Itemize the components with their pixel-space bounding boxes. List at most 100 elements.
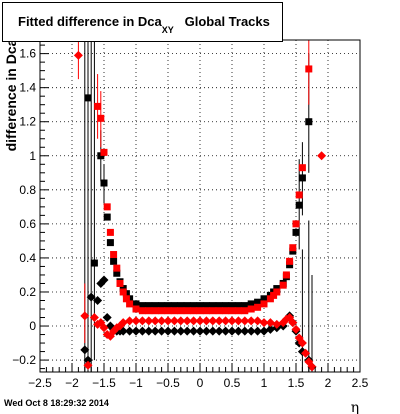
data-point-square [113,264,121,272]
data-point-square [132,300,140,308]
data-point-square [222,307,230,315]
y-tick-label: −0.2 [12,353,36,367]
data-point-square [247,305,255,313]
timestamp-footer: Wed Oct 8 18:29:32 2014 [4,398,109,408]
y-tick-label: 1.2 [19,115,36,129]
chart-title-suffix: Global Tracks [184,14,270,29]
data-point-diamond [131,326,141,336]
data-point-diamond [221,326,231,336]
data-point-square [228,307,236,315]
data-point-diamond [83,355,93,365]
data-point-square [164,307,172,315]
data-point-diamond [214,316,224,326]
data-markers [73,50,327,372]
data-point-square [158,307,166,315]
y-tick-label: 0.6 [19,217,36,231]
data-point-square [254,298,262,306]
data-point-diamond [157,316,167,326]
axis-ticks [39,44,361,372]
y-tick-label: 0.4 [19,251,36,265]
data-point-diamond [201,326,211,336]
data-point-square [228,302,236,310]
data-point-square [209,307,217,315]
data-point-diamond [125,316,135,326]
data-point-square [202,307,210,315]
data-point-diamond [301,348,311,358]
data-point-square [298,174,306,182]
data-point-square [260,300,268,308]
x-tick-label: −2 [65,376,79,390]
data-point-square [170,302,178,310]
data-point-square [196,307,204,315]
data-point-square [94,102,102,110]
data-point-diamond [163,326,173,336]
x-axis-label: η [351,400,359,414]
data-point-diamond [259,318,269,328]
data-point-diamond [89,313,99,323]
data-point-diamond [99,275,109,285]
data-point-diamond [99,323,109,333]
data-point-square [183,302,191,310]
y-tick-label: 1.6 [19,47,36,61]
tick-labels: −2.5 −2 −1.5 −1 −0.5 0 0.5 1 1.5 2 2.5 −0.2 0 0.2 0.4 0… [12,47,368,390]
data-point-square [138,302,146,310]
data-point-diamond [150,326,160,336]
data-point-square [122,295,130,303]
data-point-square [110,251,118,259]
data-point-diamond [118,318,128,328]
data-point-square [100,179,108,187]
data-point-square [90,259,98,267]
data-point-diamond [195,326,205,336]
y-tick-label: 0.2 [19,285,36,299]
chart-title-main: Fitted difference in Dca [18,14,162,29]
data-point-square [103,213,111,221]
data-point-square [292,220,300,228]
data-point-square [170,307,178,315]
data-point-square [241,302,249,310]
data-point-square [305,65,313,73]
data-point-square [289,244,297,252]
data-point-diamond [317,151,327,161]
data-point-diamond [297,338,307,348]
data-point-square [151,307,159,315]
data-point-diamond [144,326,154,336]
data-point-square [177,302,185,310]
x-tick-label: −2.5 [28,376,52,390]
data-point-diamond [246,316,256,326]
data-point-square [234,307,242,315]
data-point-diamond [208,316,218,326]
data-point-diamond [272,319,282,329]
data-point-square [254,303,262,311]
data-point-square [282,271,290,279]
data-point-square [202,302,210,310]
data-point-diamond [182,316,192,326]
data-point-square [110,257,118,265]
y-tick-label: 0.8 [19,183,36,197]
data-point-diamond [189,326,199,336]
data-point-square [190,302,198,310]
data-point-diamond [182,326,192,336]
data-point-diamond [83,360,93,370]
data-point-diamond [102,313,112,323]
x-tick-label: 0.5 [224,376,241,390]
data-point-diamond [208,326,218,336]
data-point-square [190,307,198,315]
data-point-diamond [246,326,256,336]
data-point-diamond [137,326,147,336]
data-point-diamond [253,326,263,336]
data-point-diamond [265,318,275,328]
x-tick-label: −1.5 [92,376,116,390]
data-point-square [209,302,217,310]
chart-title: Fitted difference in DcaXY Global Tracks [18,14,270,35]
data-point-diamond [93,295,103,305]
data-point-diamond [221,316,231,326]
data-point-square [106,239,114,247]
data-point-square [286,257,294,265]
data-point-diamond [131,316,141,326]
x-tick-label: −1 [129,376,143,390]
data-point-diamond [80,345,90,355]
chart-title-subscript: XY [161,24,174,35]
y-tick-label: 1.4 [19,81,36,95]
